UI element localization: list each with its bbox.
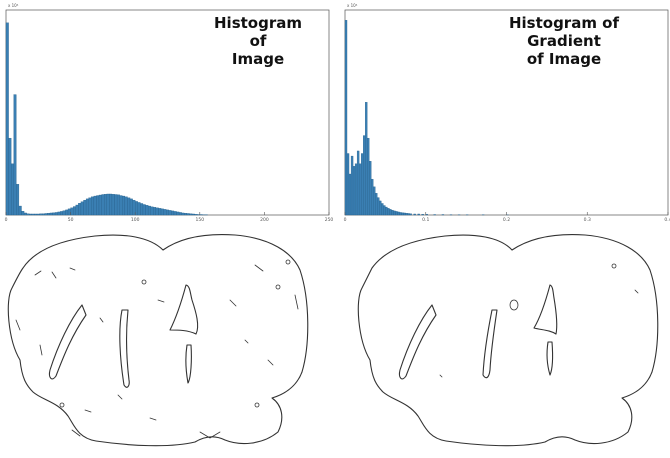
x-tick-label: 0 [5,217,8,223]
title-line-1: Histogram of Gradient [508,14,620,50]
brain-outline [357,234,659,447]
brain-outline [7,234,309,447]
ventricle-mid-right [533,284,558,335]
ventricle-left [398,304,437,380]
ventricle-lower [185,344,192,384]
x-tick-label: 200 [260,217,269,223]
title-line-2: of Image [526,50,602,68]
x-tick-label: 50 [68,217,74,223]
ventricle-mid-left [119,309,130,388]
ventricle-mid-right [169,284,199,335]
x-tick-label: 0.4 [664,217,670,223]
x-tick-label: 0.1 [422,217,429,223]
edge-noise-fragments [15,259,299,439]
x-tick-label: 0 [344,217,347,223]
histogram-bar [409,213,412,216]
title-line-2: Image [231,50,285,68]
histogram-bar [421,214,424,216]
y-exponent-label: x 10⁴ [347,3,358,8]
histogram-bar [16,184,20,216]
histogram-bar [441,214,445,216]
y-exponent-label: x 10⁴ [8,3,19,8]
histogram-bar [417,213,420,216]
histogram-bar [13,94,17,216]
histogram-bar [344,20,348,216]
ventricle-left [48,304,87,380]
histogram-bar [18,205,22,216]
title-line-1: Histogram of [214,14,302,50]
histogram-bar [433,214,436,216]
x-tick-label: 0.3 [584,217,591,223]
x-tick-label: 150 [196,217,205,223]
x-tick-label: 100 [131,217,140,223]
gradient-histogram-title: Histogram of Gradient of Image [478,14,650,68]
ventricle-mid-left [482,309,498,379]
image-histogram-title: Histogram of Image [208,14,308,68]
x-tick-label: 250 [325,217,334,223]
x-tick-label: 0.2 [503,217,510,223]
ventricle-lower [546,341,554,376]
edge-small-fragments [439,263,639,378]
histogram-bar [5,22,9,216]
histogram-bar [413,213,416,216]
